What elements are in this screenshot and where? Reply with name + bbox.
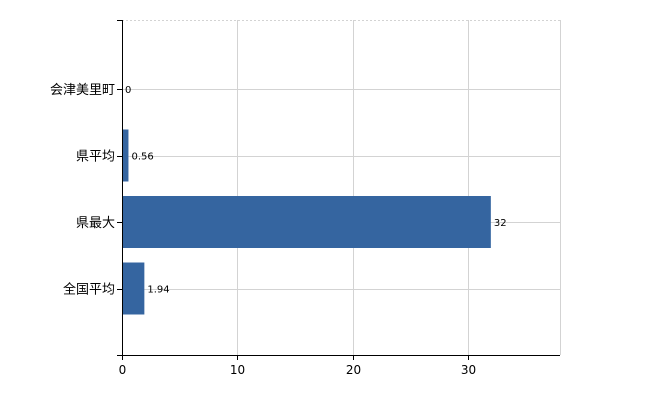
x-tick-label: 30 xyxy=(461,363,476,377)
x-tick-label: 10 xyxy=(230,363,245,377)
grid-layer xyxy=(122,20,561,355)
data-label: 0 xyxy=(125,85,131,96)
data-label: 0.56 xyxy=(131,152,153,163)
bar xyxy=(122,262,145,315)
bar-layer xyxy=(122,129,491,315)
category-label: 全国平均 xyxy=(63,282,115,298)
category-label: 会津美里町 xyxy=(50,83,115,98)
data-label: 32 xyxy=(494,218,507,229)
category-label: 県最大 xyxy=(76,216,115,231)
axis-layer xyxy=(117,20,560,360)
category-label: 県平均 xyxy=(76,150,115,165)
x-tick-label: 0 xyxy=(119,363,127,377)
data-label: 1.94 xyxy=(147,285,169,296)
bar xyxy=(122,129,129,182)
bar xyxy=(122,196,491,248)
x-tick-label: 20 xyxy=(346,363,361,377)
